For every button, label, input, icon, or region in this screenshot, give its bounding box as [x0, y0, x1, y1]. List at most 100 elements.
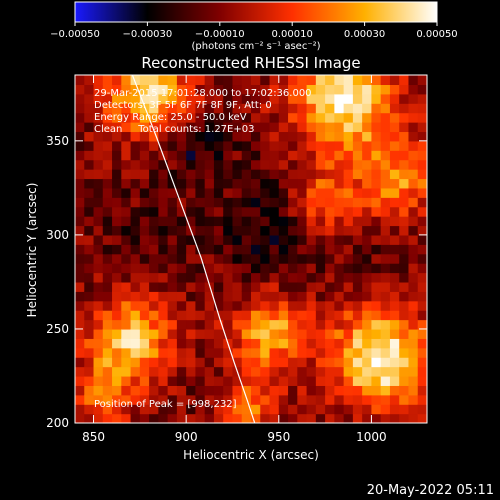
heatmap-cell	[251, 328, 261, 339]
heatmap-cell	[102, 122, 113, 133]
heatmap-cell	[213, 413, 224, 423]
heatmap-cell	[380, 150, 391, 161]
heatmap-cell	[84, 103, 95, 114]
heatmap-cell	[315, 93, 326, 104]
heatmap-cell	[176, 281, 187, 292]
heatmap-cell	[241, 178, 252, 189]
heatmap-cell	[389, 234, 400, 245]
heatmap-cell	[112, 347, 122, 358]
heatmap-cell	[371, 291, 382, 302]
heatmap-cell	[149, 84, 159, 95]
heatmap-cell	[213, 131, 224, 142]
heatmap-cell	[343, 310, 354, 321]
heatmap-cell	[204, 244, 215, 255]
heatmap-cell	[130, 300, 141, 311]
heatmap-cell	[149, 122, 159, 133]
heatmap-cell	[251, 413, 261, 423]
heatmap-cell	[278, 413, 289, 423]
heatmap-cell	[343, 159, 354, 170]
heatmap-cell	[399, 281, 410, 292]
heatmap-cell	[84, 234, 95, 245]
heatmap-cell	[288, 93, 298, 104]
heatmap-cell	[167, 122, 178, 133]
heatmap-cell	[371, 281, 382, 292]
heatmap-cell	[251, 310, 261, 321]
heatmap-cell	[232, 206, 243, 217]
heatmap-cell	[121, 357, 132, 368]
heatmap-cell	[343, 281, 354, 292]
heatmap-cell	[93, 131, 104, 142]
heatmap-cell	[417, 234, 427, 245]
heatmap-cell	[417, 216, 427, 227]
heatmap-cell	[223, 197, 234, 208]
heatmap-cell	[380, 291, 391, 302]
heatmap-cell	[380, 169, 391, 180]
heatmap-cell	[167, 187, 178, 198]
heatmap-cell	[278, 291, 289, 302]
heatmap-cell	[297, 169, 308, 180]
heatmap-cell	[186, 159, 197, 170]
heatmap-cell	[251, 347, 261, 358]
heatmap-cell	[399, 394, 410, 405]
heatmap-cell	[399, 103, 410, 114]
heatmap-cell	[93, 140, 104, 151]
heatmap-cell	[315, 375, 326, 386]
heatmap-cell	[204, 253, 215, 264]
heatmap-cell	[269, 216, 280, 227]
heatmap-cell	[380, 263, 391, 274]
heatmap-cell	[186, 385, 197, 396]
heatmap-cell	[288, 253, 298, 264]
heatmap-cell	[371, 375, 382, 386]
heatmap-cell	[260, 413, 271, 423]
heatmap-cell	[334, 103, 345, 114]
heatmap-cell	[389, 84, 400, 95]
heatmap-cell	[158, 178, 169, 189]
heatmap-cell	[417, 310, 427, 321]
heatmap-cell	[343, 131, 354, 142]
heatmap-cell	[260, 216, 271, 227]
heatmap-cell	[251, 234, 261, 245]
heatmap-cell	[139, 150, 150, 161]
heatmap-cell	[371, 272, 382, 283]
heatmap-cell	[167, 272, 178, 283]
heatmap-cell	[158, 366, 169, 377]
heatmap-cell	[297, 150, 308, 161]
heatmap-cell	[278, 178, 289, 189]
heatmap-cell	[334, 84, 345, 95]
heatmap-cell	[380, 234, 391, 245]
heatmap-cell	[102, 112, 113, 123]
heatmap-cell	[158, 328, 169, 339]
heatmap-cell	[288, 291, 298, 302]
heatmap-cell	[352, 319, 363, 330]
heatmap-cell	[297, 281, 308, 292]
heatmap-cell	[223, 357, 234, 368]
heatmap-cell	[306, 234, 317, 245]
heatmap-cell	[315, 272, 326, 283]
heatmap-cell	[260, 206, 271, 217]
heatmap-cell	[204, 385, 215, 396]
heatmap-cell	[251, 385, 261, 396]
heatmap-cell	[260, 122, 271, 133]
heatmap-cell	[84, 253, 95, 264]
heatmap-cell	[389, 263, 400, 274]
heatmap-cell	[260, 244, 271, 255]
heatmap-cell	[278, 187, 289, 198]
heatmap-cell	[75, 366, 85, 377]
heatmap-cell	[186, 187, 197, 198]
heatmap-cell	[84, 385, 95, 396]
heatmap-cell	[176, 375, 187, 386]
heatmap-cell	[408, 234, 419, 245]
heatmap-cell	[167, 300, 178, 311]
heatmap-cell	[362, 112, 373, 123]
heatmap-cell	[399, 140, 410, 151]
heatmap-cell	[297, 291, 308, 302]
heatmap-cell	[389, 178, 400, 189]
heatmap-cell	[306, 253, 317, 264]
heatmap-cell	[251, 263, 261, 274]
heatmap-cell	[93, 169, 104, 180]
heatmap-cell	[260, 310, 271, 321]
heatmap-cell	[149, 281, 159, 292]
heatmap-cell	[362, 178, 373, 189]
heatmap-cell	[288, 357, 298, 368]
heatmap-cell	[288, 140, 298, 151]
